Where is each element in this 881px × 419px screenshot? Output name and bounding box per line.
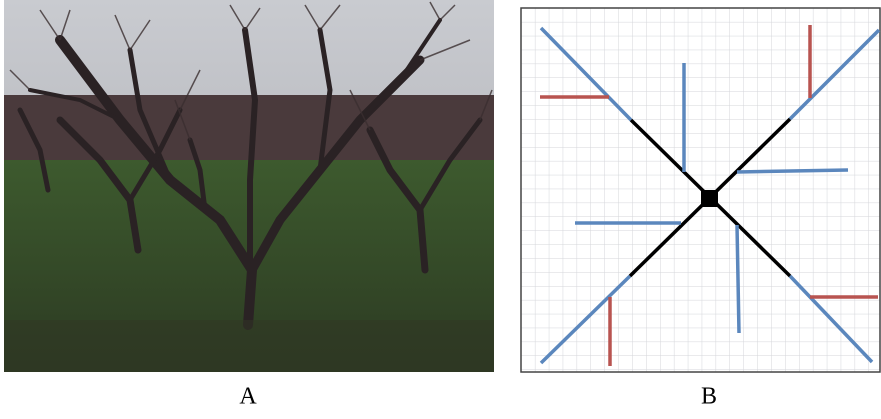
photo <box>4 0 494 372</box>
panel-label: A <box>239 384 257 410</box>
figure: A B <box>0 0 881 414</box>
diagram <box>521 8 880 372</box>
panel-label: B <box>701 384 717 410</box>
